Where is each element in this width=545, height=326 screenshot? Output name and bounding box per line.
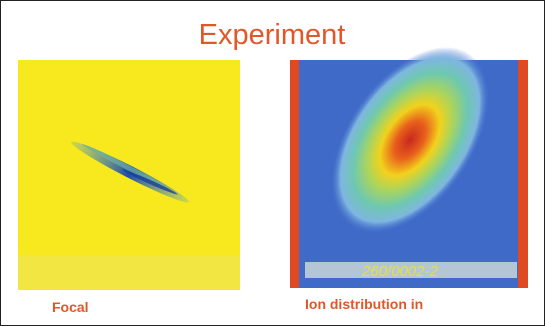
page: Experiment 260/0002-2 Focal Ion distribu… <box>0 0 545 326</box>
slide: Experiment 260/0002-2 Focal Ion distribu… <box>0 0 545 326</box>
title: Experiment <box>199 19 346 51</box>
caption: Focal <box>52 299 89 315</box>
caption: Ion distribution in <box>305 296 423 312</box>
focal-image <box>18 60 240 290</box>
image-note: 260/0002-2 <box>361 263 439 280</box>
